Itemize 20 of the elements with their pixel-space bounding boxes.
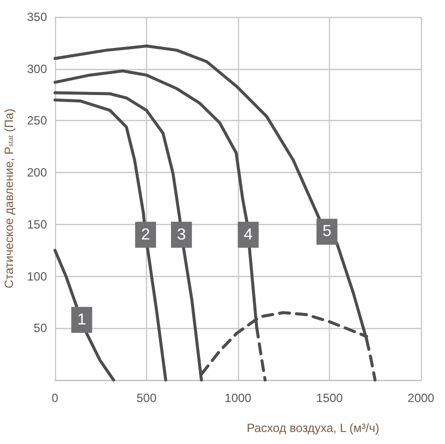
line-series	[54, 98, 168, 382]
y-tick-label: 150	[26, 217, 48, 232]
series-label: 5	[322, 223, 332, 240]
y-tick-label: 50	[34, 321, 48, 336]
x-tick-label: 500	[136, 391, 157, 405]
series-label: 3	[177, 226, 186, 244]
y-tick-label: 100	[26, 269, 48, 284]
line-series	[54, 248, 116, 382]
y-tick-label: 300	[26, 62, 48, 76]
x-tick-label: 2000	[408, 391, 435, 405]
x-tick-label: 1500	[316, 391, 344, 405]
series-label: 1	[77, 311, 86, 328]
series-label: 2	[141, 226, 150, 244]
y-tick-label: 250	[26, 114, 48, 128]
x-tick-label: 1000	[224, 391, 252, 405]
x-axis-title: Расход воздуха, L (м³/ч)	[246, 421, 380, 435]
x-tick-label: 0	[52, 391, 59, 405]
series-label: 4	[244, 226, 253, 244]
y-tick-label: 200	[26, 166, 48, 180]
y-tick-label: 350	[26, 10, 48, 24]
